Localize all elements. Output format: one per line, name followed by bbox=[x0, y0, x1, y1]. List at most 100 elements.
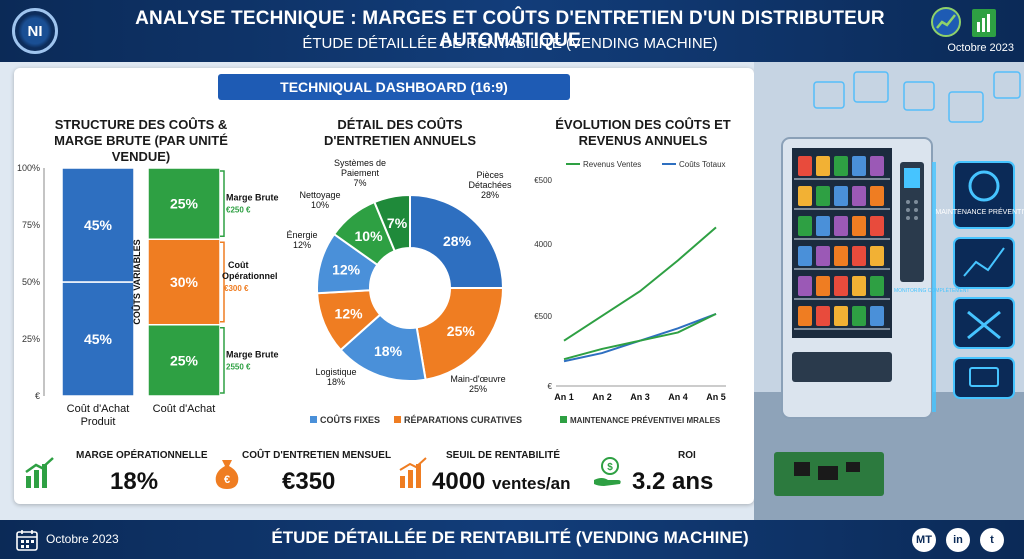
x-tick-label: An 3 bbox=[630, 392, 650, 402]
bar-category-label: Coût d'Achat bbox=[67, 403, 130, 415]
legend-label: COÛTS FIXES bbox=[320, 414, 380, 425]
monitoring-sign: MONITORING COMPLÈTEMENT bbox=[894, 287, 969, 294]
kpi-unit: ventes/an bbox=[492, 474, 571, 493]
shelf bbox=[794, 238, 890, 240]
snack-item bbox=[798, 276, 812, 296]
y-tick-label: 25% bbox=[22, 334, 40, 344]
snack-item bbox=[852, 276, 866, 296]
donut-outer-pct: 10% bbox=[311, 200, 329, 210]
bar-segment bbox=[147, 167, 221, 240]
stacked-bar-chart: 100%75%50%25%€45%45%Coût d'AchatProduit2… bbox=[17, 163, 279, 428]
donut-outer-label: Systèmes de bbox=[334, 158, 386, 168]
shelf bbox=[794, 178, 890, 180]
vending-machine-illustration: MAINTENANCE PRÉVENTIVE MONITORING COMPLÈ… bbox=[754, 62, 1024, 520]
x-tick-label: An 2 bbox=[592, 392, 612, 402]
snack-item bbox=[834, 216, 848, 236]
bar-segment bbox=[147, 238, 221, 326]
donut-slice-label: 7% bbox=[387, 215, 408, 231]
series-line bbox=[563, 312, 717, 363]
legend-label: MAINTENANCE PRÉVENTIVEI MRALES bbox=[570, 416, 721, 425]
snack-item bbox=[870, 246, 884, 266]
dashboard-title: TECHNIQUAL DASHBOARD (16:9) bbox=[218, 74, 570, 100]
legend-label: Coûts Totaux bbox=[679, 160, 726, 169]
calendar-icon bbox=[16, 530, 38, 551]
bar-chart-title: STRUCTURE DES COÛTS & MARGE BRUTE (PAR U… bbox=[54, 117, 228, 164]
bar-category-label: Produit bbox=[81, 416, 116, 428]
donut-slice bbox=[373, 193, 411, 253]
kpi-value: 18% bbox=[110, 468, 159, 495]
donut-slice-label: 18% bbox=[374, 343, 403, 359]
snack-item bbox=[870, 186, 884, 206]
pie-chart-title: DÉTAIL DES COÛTS D'ENTRETIEN ANNUELS bbox=[323, 117, 477, 148]
snack-item bbox=[798, 306, 812, 326]
donut-slice-label: 12% bbox=[332, 262, 361, 278]
y-tick-label: €500 bbox=[534, 176, 552, 185]
snack-item bbox=[870, 156, 884, 176]
bar-segment-label: 30% bbox=[170, 274, 199, 290]
donut-chart: 28%25%18%12%12%10%7%PiècesDétachées28%Ma… bbox=[286, 158, 522, 425]
kpi-operating-margin: MARGE OPÉRATIONNELLE 18% bbox=[24, 440, 208, 504]
company-badge-icon[interactable]: MT bbox=[912, 528, 936, 552]
donut-outer-pct: 25% bbox=[469, 384, 487, 394]
bar-segment-label: 45% bbox=[84, 217, 113, 233]
x-tick-label: An 5 bbox=[706, 392, 726, 402]
vertical-axis-label: COÛTS VARIABLES bbox=[131, 239, 142, 324]
kpi-label: SEUIL DE RENTABILITÉ bbox=[446, 450, 561, 461]
kpi-strip: MARGE OPÉRATIONNELLE 18% € COÛT D'ENTRET… bbox=[14, 440, 754, 504]
legend-swatch bbox=[310, 416, 317, 423]
legend-label: Revenus Ventes bbox=[583, 160, 641, 169]
snack-item bbox=[834, 276, 848, 296]
bar-category-label: Coût d'Achat bbox=[153, 403, 216, 415]
svg-text:$: $ bbox=[607, 462, 613, 473]
snack-item bbox=[798, 156, 812, 176]
y-tick-label: 100% bbox=[17, 163, 40, 173]
bar-segment bbox=[147, 324, 221, 397]
y-tick-label: 75% bbox=[22, 220, 40, 230]
donut-outer-label: Nettoyage bbox=[299, 190, 340, 200]
line-chart-title: ÉVOLUTION DES COÛTS ET REVENUS ANNUELS bbox=[555, 117, 731, 148]
snack-item bbox=[816, 306, 830, 326]
snack-item bbox=[798, 186, 812, 206]
annotation-bracket bbox=[220, 170, 225, 237]
snack-item bbox=[816, 156, 830, 176]
snack-item bbox=[852, 216, 866, 236]
company-logo[interactable]: NI bbox=[12, 8, 58, 54]
donut-outer-pct: 18% bbox=[327, 377, 345, 387]
donut-outer-label: Logistique bbox=[315, 367, 356, 377]
kpi-label: MARGE OPÉRATIONNELLE bbox=[76, 450, 208, 461]
snack-item bbox=[834, 306, 848, 326]
logo-text: NI bbox=[27, 22, 43, 40]
annotation-bracket bbox=[220, 241, 225, 323]
series-line bbox=[563, 226, 717, 342]
kpi-value: €350 bbox=[282, 468, 336, 495]
snack-item bbox=[798, 246, 812, 266]
snack-item bbox=[816, 276, 830, 296]
shelf bbox=[794, 268, 890, 270]
snack-item bbox=[798, 216, 812, 236]
donut-outer-pct: 28% bbox=[481, 190, 499, 200]
twitter-icon[interactable]: t bbox=[980, 528, 1004, 552]
linkedin-icon[interactable]: in bbox=[946, 528, 970, 552]
legend-label: RÉPARATIONS CURATIVES bbox=[404, 415, 522, 425]
y-tick-label: 4000 bbox=[534, 240, 552, 249]
snack-item bbox=[816, 186, 830, 206]
snack-item bbox=[852, 306, 866, 326]
analytics-icon[interactable] bbox=[930, 6, 1010, 42]
bar-segment-label: 25% bbox=[170, 352, 199, 368]
vending-machine-image: MAINTENANCE PRÉVENTIVE MONITORING COMPLÈ… bbox=[754, 62, 1024, 520]
page-subtitle: ÉTUDE DÉTAILLÉE DE RENTABILITÉ (VENDING … bbox=[302, 35, 718, 52]
donut-outer-pct: 7% bbox=[353, 178, 366, 188]
donut-slice-label: 28% bbox=[443, 233, 472, 249]
shelf bbox=[794, 298, 890, 300]
snack-item bbox=[834, 186, 848, 206]
snack-item bbox=[870, 216, 884, 236]
snack-item bbox=[834, 156, 848, 176]
donut-outer-label: Énergie bbox=[286, 230, 317, 240]
legend-swatch bbox=[394, 416, 401, 423]
bar-segment-label: 45% bbox=[84, 331, 113, 347]
y-tick-label: € bbox=[548, 382, 553, 391]
annotation-label: Coût bbox=[228, 260, 249, 270]
kpi-label: ROI bbox=[678, 450, 696, 461]
snack-item bbox=[816, 246, 830, 266]
annotation-value: €300 € bbox=[224, 284, 249, 293]
